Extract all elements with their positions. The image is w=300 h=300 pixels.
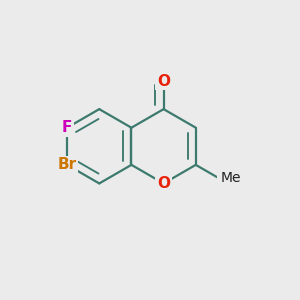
- Text: Br: Br: [58, 158, 76, 172]
- Text: Me: Me: [220, 171, 241, 185]
- Text: Me: Me: [218, 171, 242, 185]
- Text: O: O: [157, 74, 170, 89]
- Text: F: F: [62, 120, 72, 135]
- Text: O: O: [157, 176, 170, 191]
